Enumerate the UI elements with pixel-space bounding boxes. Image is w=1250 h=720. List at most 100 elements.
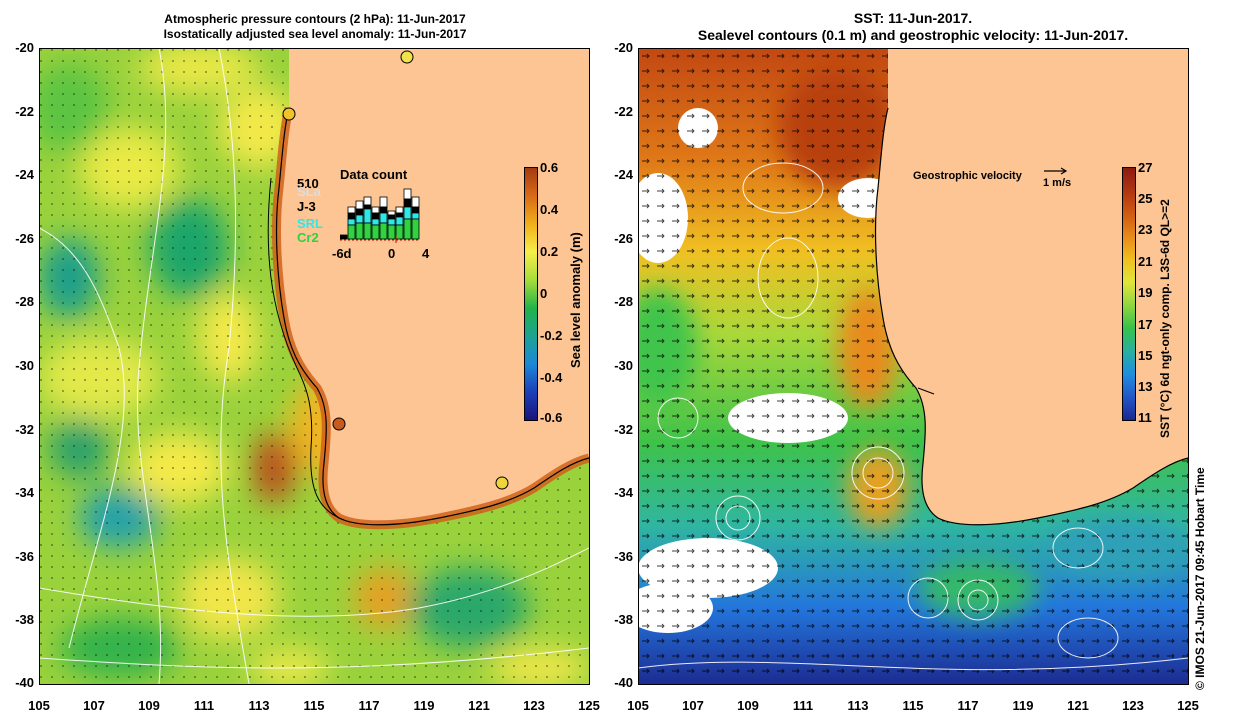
colorbar-tick: 13 (1138, 379, 1153, 394)
coastline (874, 107, 1188, 526)
mission-srl: SRL (297, 216, 323, 231)
colorbar-tick: 21 (1138, 254, 1153, 269)
lon-label: 115 (902, 698, 924, 713)
mission-cr2: Cr2 (297, 230, 319, 245)
sea-level-contours (638, 162, 1188, 671)
colorbar-tick: -0.2 (540, 328, 563, 343)
lon-label: 119 (1012, 698, 1034, 713)
lon-label: 123 (1122, 698, 1144, 713)
sst-colorbar-label: SST (°C) 6d ngt-only comp. L3S-6d QL>=2 (1158, 199, 1172, 438)
lat-label: -28 (15, 294, 34, 309)
right-title-line1: SST: 11-Jun-2017. (853, 10, 973, 26)
tide-gauge-marker (400, 50, 414, 64)
data-count-inset: Data count 510 SLa J-3 SRL Cr2 -6d 0 4 (297, 167, 437, 262)
australia-landmass (276, 48, 589, 525)
sst-map (638, 48, 1188, 684)
colorbar-tick: 15 (1138, 348, 1153, 363)
lon-label: 123 (523, 698, 545, 713)
lat-label: -40 (15, 675, 34, 690)
lon-label: 113 (847, 698, 869, 713)
lon-label: 121 (468, 698, 490, 713)
lon-label: 121 (1067, 698, 1089, 713)
lat-label: -28 (614, 294, 633, 309)
colorbar-tick: 19 (1138, 285, 1153, 300)
sst-map-svg (638, 48, 1188, 684)
sla-colorbar-label: Sea level anomaly (m) (568, 232, 583, 368)
histogram-tick: 4 (422, 246, 430, 261)
colorbar-tick: 25 (1138, 191, 1153, 206)
histogram-tick: 0 (388, 246, 396, 261)
lat-label: -34 (15, 485, 34, 500)
lat-label: -36 (15, 549, 34, 564)
lat-label: -38 (614, 612, 633, 627)
lon-label: 117 (957, 698, 979, 713)
lon-label: 111 (193, 698, 215, 713)
sea-level-anomaly-map (39, 48, 589, 684)
right-panel-title: SST: 11-Jun-2017. Sealevel contours (0.1… (638, 10, 1188, 44)
data-count-total: 510 (297, 176, 319, 191)
lon-label: 115 (303, 698, 325, 713)
lon-label: 105 (627, 698, 649, 713)
geostrophic-velocity-label: Geostrophic velocity (913, 170, 1022, 182)
imos-credit: © IMOS 21-Jun-2017 09:45 Hobart Time (1193, 467, 1207, 690)
sla-map-svg (39, 48, 589, 684)
colorbar-tick: 0.4 (540, 202, 559, 217)
lat-label: -34 (614, 485, 633, 500)
lat-label: -20 (15, 40, 34, 55)
lat-label: -26 (614, 231, 633, 246)
lat-label: -20 (614, 40, 633, 55)
left-panel-title: Atmospheric pressure contours (2 hPa): 1… (40, 12, 590, 42)
lat-label: -32 (15, 422, 34, 437)
data-count-title: Data count (340, 167, 408, 182)
lat-label: -22 (614, 104, 633, 119)
velocity-key-arrow-stub (917, 387, 935, 395)
pressure-contours (39, 48, 589, 684)
colorbar-tick: 0.2 (540, 244, 559, 259)
colorbar-tick: 17 (1138, 317, 1153, 332)
lon-label: 111 (792, 698, 814, 713)
lat-label: -40 (614, 675, 633, 690)
left-title-line1: Atmospheric pressure contours (2 hPa): 1… (164, 12, 466, 26)
sst-colorbar (1122, 167, 1136, 421)
lon-label: 109 (138, 698, 160, 713)
data-count-histogram (340, 188, 420, 243)
lat-label: -36 (614, 549, 633, 564)
right-title-line2: Sealevel contours (0.1 m) and geostrophi… (697, 27, 1129, 43)
lon-label: 125 (578, 698, 600, 713)
colorbar-tick: 27 (1138, 160, 1153, 175)
lon-label: 109 (737, 698, 759, 713)
australia-landmass (875, 48, 1188, 525)
lon-label: 107 (83, 698, 105, 713)
colorbar-tick: 23 (1138, 222, 1153, 237)
colorbar-tick: 0.6 (540, 160, 559, 175)
sla-colorbar (524, 167, 538, 421)
lat-label: -30 (15, 358, 34, 373)
lon-label: 119 (413, 698, 435, 713)
coastline (275, 107, 589, 526)
lat-label: -26 (15, 231, 34, 246)
tide-gauge-marker (332, 417, 346, 431)
lon-label: 125 (1177, 698, 1199, 713)
lon-label: 117 (358, 698, 380, 713)
tide-gauge-marker (495, 476, 509, 490)
velocity-key-arrow-icon (1044, 167, 1068, 175)
lat-label: -24 (15, 167, 34, 182)
lat-label: -30 (614, 358, 633, 373)
lat-label: -22 (15, 104, 34, 119)
colorbar-tick: -0.6 (540, 410, 563, 425)
colorbar-tick: -0.4 (540, 370, 563, 385)
lon-label: 113 (248, 698, 270, 713)
colorbar-tick: 0 (540, 286, 548, 301)
tide-gauge-marker (282, 107, 296, 121)
shelf-contour (267, 177, 345, 521)
lat-label: -38 (15, 612, 34, 627)
velocity-key-unit: 1 m/s (1043, 177, 1072, 189)
left-title-line2: Isostatically adjusted sea level anomaly… (163, 27, 467, 41)
histogram-tick: -6d (332, 246, 352, 261)
tide-gauges (282, 50, 509, 490)
lat-label: -32 (614, 422, 633, 437)
colorbar-tick: 11 (1138, 410, 1152, 425)
lon-label: 105 (28, 698, 50, 713)
mission-j3: J-3 (297, 199, 316, 214)
lat-label: -24 (614, 167, 633, 182)
